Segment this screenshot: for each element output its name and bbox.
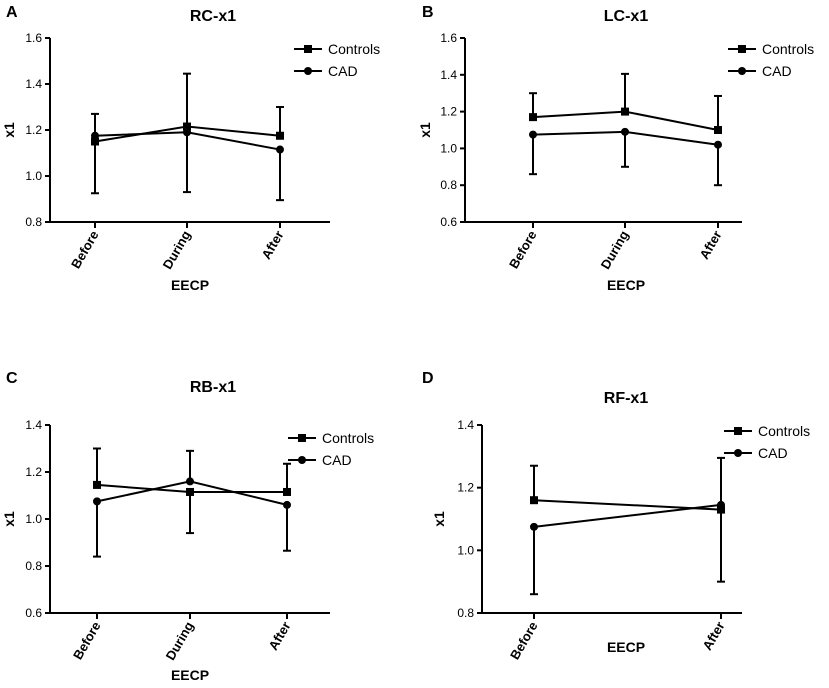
y-tick-label: 1.0 [25,512,42,526]
panel-letter: C [6,370,18,387]
x-tick-label: Before [70,619,104,662]
data-point-circle [186,477,194,486]
panel-letter: B [422,4,434,21]
legend-marker-square [738,45,746,53]
y-tick-label: 1.0 [440,141,457,155]
legend-marker-circle [734,449,742,457]
x-tick-label: Before [506,228,540,271]
y-tick-label: 1.6 [440,31,457,45]
series-cad: CAD [529,63,792,187]
y-tick-label: 1.2 [25,123,42,137]
panel-a: A RC-x1 0.8 1.0 1.2 1.4 1.6 x1 Before During After… [1,4,380,293]
legend-marker-square [304,45,312,53]
x-tick-label: During [160,228,194,272]
panel-letter: A [6,4,18,21]
x-tick-label: Before [68,228,102,271]
legend-label: Controls [758,423,810,439]
y-axis-label: x1 [1,511,17,527]
series-line [533,503,722,528]
series-controls: Controls [530,423,810,583]
y-tick-label: 1.2 [25,465,42,479]
series-controls: Controls [529,41,814,134]
data-point-square [283,487,291,496]
data-point-square [183,122,191,131]
y-tick-label: 0.8 [25,559,42,573]
data-point-square [186,487,194,496]
y-axis-label: x1 [1,122,17,138]
data-point-square [276,131,284,140]
x-tick-label: After [265,619,293,653]
x-tick-label: After [258,228,286,262]
y-axis-label: x1 [431,511,447,527]
x-tick-label: During [598,228,632,272]
series-cad: CAD [93,449,352,558]
data-point-circle [714,140,722,149]
series-controls: Controls [93,430,374,535]
y-tick-label: 1.6 [25,31,42,45]
data-point-circle [91,131,99,140]
data-point-circle [529,130,537,139]
x-axis-label: EECP [607,639,645,655]
legend-marker-circle [738,67,746,75]
data-point-square [529,113,537,122]
chart-title: RC-x1 [190,8,236,25]
x-tick-label: After [696,228,724,262]
panel-b: B LC-x1 0.6 0.8 1.0 1.2 1.4 1.6 x1 Before During Af… [417,4,814,293]
x-tick-label: Before [507,619,541,662]
series-cad: CAD [530,445,788,596]
y-axis-label: x1 [417,122,433,138]
data-point-circle [530,522,538,531]
y-tick-label: 0.6 [440,215,457,229]
x-tick-label: After [699,619,727,653]
legend-marker-square [734,427,742,435]
legend-label: CAD [762,63,792,79]
legend-marker-square [298,434,306,442]
legend-label: CAD [328,63,358,79]
data-point-square [714,126,722,134]
y-tick-label: 0.8 [440,178,457,192]
data-point-circle [621,127,629,136]
x-tick-label: During [163,619,197,663]
data-point-square [93,480,101,489]
data-point-square [530,496,538,505]
y-tick-label: 0.6 [25,606,42,620]
data-point-circle [276,145,284,154]
legend-label: CAD [758,445,788,461]
x-axis-label: EECP [171,277,209,293]
chart-title: LC-x1 [604,8,649,25]
data-point-square [717,505,725,514]
panel-letter: D [422,370,434,387]
series-cad: CAD [91,63,358,202]
y-tick-label: 1.2 [440,105,457,119]
series-controls: Controls [91,41,380,146]
data-point-circle [283,500,291,509]
data-point-square [621,107,629,116]
y-tick-label: 0.8 [25,215,42,229]
panel-c: C RB-x1 0.6 0.8 1.0 1.2 1.4 x1 Before During After… [1,370,374,683]
y-tick-label: 0.8 [457,606,474,620]
legend-label: Controls [762,41,814,57]
legend-marker-circle [298,456,306,464]
y-tick-label: 1.0 [25,169,42,183]
data-point-circle [717,500,725,509]
y-tick-label: 1.4 [25,77,42,91]
y-tick-label: 1.4 [440,68,457,82]
panel-d: D RF-x1 0.8 1.0 1.2 1.4 x1 Before After EECP Contr… [422,370,810,662]
x-axis-label: EECP [607,277,645,293]
data-point-circle [93,497,101,506]
legend-marker-circle [304,67,312,75]
data-point-circle [183,128,191,137]
chart-title: RF-x1 [604,390,649,407]
legend-label: Controls [322,430,374,446]
y-tick-label: 1.0 [457,543,474,557]
legend-label: Controls [328,41,380,57]
chart-title: RB-x1 [190,379,236,396]
x-axis-label: EECP [171,667,209,683]
legend-label: CAD [322,452,352,468]
y-tick-label: 1.2 [457,481,474,495]
y-tick-label: 1.4 [25,418,42,432]
y-tick-label: 1.4 [457,418,474,432]
